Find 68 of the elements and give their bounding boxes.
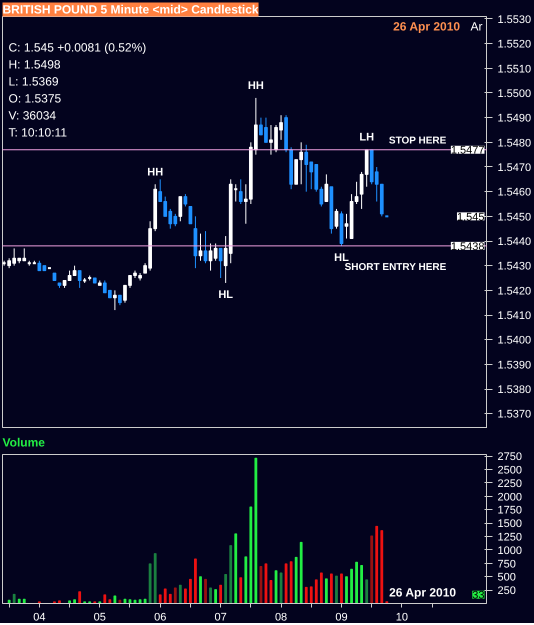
annotation: 1.5438 (450, 240, 485, 253)
y-tick-label: 1.5480 (498, 137, 532, 150)
y-tick-label: 2500 (498, 464, 522, 477)
annotation: L: 1.5369 (8, 74, 59, 88)
candlestick (184, 194, 188, 207)
annotation: HH (147, 166, 164, 178)
annotation: H: 1.5498 (8, 58, 61, 72)
annotation: T: 10:10:11 (8, 126, 68, 140)
candlestick (188, 206, 192, 224)
annotation: 1.5477 (450, 144, 485, 157)
annotation: HH (248, 80, 264, 92)
y-tick-label: 1.5500 (498, 88, 532, 100)
y-tick-label: 1.5450 (498, 211, 532, 224)
y-tick-label: 1.5430 (498, 260, 532, 273)
annotation: 26 Apr 2010 (389, 586, 456, 600)
y-tick-label: 1500 (498, 518, 522, 530)
annotation: C: 1.545 +0.0081 (0.52%) (8, 40, 146, 54)
y-tick-label: 1.5510 (498, 63, 532, 76)
y-tick-label: 1250 (498, 532, 522, 544)
ref-line-label: STOP HERE (388, 136, 447, 147)
candlestick (204, 230, 208, 264)
annotation: O: 1.5375 (8, 92, 62, 106)
annotation: 33 (472, 590, 485, 602)
annotation: LH (359, 132, 374, 144)
y-tick-label: 250 (498, 585, 516, 598)
y-tick-label: 750 (498, 558, 516, 570)
y-tick-label: 1.5370 (498, 408, 532, 421)
x-tick-label: 06 (154, 612, 166, 624)
candlestick (198, 233, 202, 262)
annotation: V: 36034 (8, 108, 56, 122)
y-tick-label: 1.5410 (498, 310, 532, 322)
chart-title: BRITISH POUND 5 Minute <mid> Candlestick (2, 2, 259, 16)
candlestick (334, 208, 338, 230)
annotation: HL (334, 252, 350, 264)
y-tick-label: 500 (498, 572, 516, 584)
candlestick (218, 248, 222, 279)
y-tick-label: 1.5470 (498, 162, 532, 174)
y-tick-label: 1.5380 (498, 384, 532, 396)
y-tick-label: 2250 (498, 478, 522, 490)
chart-title: Volume (2, 436, 46, 450)
y-tick-label: 2000 (498, 491, 522, 504)
x-tick-label: 07 (214, 612, 227, 624)
x-tick-label: 10 (396, 612, 408, 624)
ref-line-label: SHORT ENTRY HERE (344, 262, 447, 273)
y-tick-label: 1.5390 (498, 359, 532, 372)
y-tick-label: 1.5520 (498, 38, 532, 51)
annotation: 1.545 (456, 211, 485, 224)
candlestick (178, 196, 182, 222)
y-tick-label: 1.5530 (498, 14, 532, 26)
y-tick-label: 1000 (498, 544, 522, 557)
x-tick-label: 09 (335, 612, 348, 624)
y-tick-label: 1.5400 (498, 334, 532, 347)
chart-subtitle: 26 Apr 2010 (393, 20, 460, 34)
y-tick-label: 1.5420 (498, 285, 532, 298)
annotation: Ar (470, 20, 483, 34)
x-tick-label: 08 (274, 612, 288, 624)
y-tick-label: 1.5440 (498, 236, 532, 248)
annotation: HL (218, 288, 234, 301)
candlestick (324, 174, 328, 202)
y-tick-label: 1.5490 (498, 112, 532, 125)
x-tick-label: 05 (94, 612, 106, 624)
x-tick-label: 04 (33, 612, 46, 624)
candlestick (78, 270, 82, 288)
candlestick (118, 294, 122, 306)
y-tick-label: 2750 (498, 451, 522, 464)
y-tick-label: 1.5460 (498, 186, 532, 199)
candlestick (238, 178, 243, 204)
y-tick-label: 1750 (498, 504, 522, 517)
